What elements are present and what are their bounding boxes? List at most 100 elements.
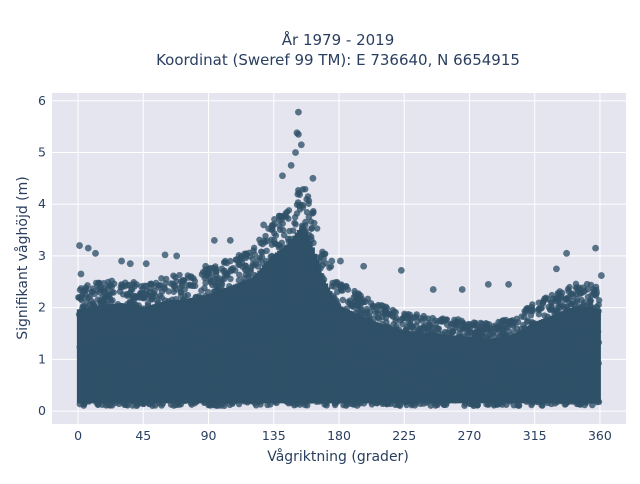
- data-point-cluster: [576, 305, 579, 404]
- data-point: [577, 303, 585, 310]
- data-point: [565, 349, 573, 357]
- data-point-outlier: [563, 249, 570, 257]
- data-point-cluster: [512, 334, 516, 404]
- data-point: [343, 327, 351, 334]
- data-point: [279, 306, 287, 314]
- data-point: [265, 225, 272, 232]
- data-point: [392, 343, 399, 351]
- data-point: [440, 336, 448, 344]
- data-point: [555, 362, 563, 369]
- data-point-cluster: [431, 333, 434, 404]
- data-point: [562, 295, 569, 302]
- data-point-outlier: [210, 236, 218, 244]
- data-point: [257, 321, 265, 329]
- data-point-outlier: [295, 130, 302, 138]
- data-point: [270, 326, 278, 333]
- data-point: [474, 342, 481, 349]
- data-point-cluster: [213, 292, 216, 404]
- data-point: [182, 342, 189, 349]
- data-point: [555, 303, 562, 310]
- data-point-cluster: [479, 337, 483, 404]
- data-point: [165, 395, 172, 402]
- data-point: [207, 308, 215, 316]
- data-point: [371, 334, 378, 341]
- data-point: [318, 336, 325, 344]
- data-point: [416, 344, 424, 351]
- data-point: [214, 366, 222, 373]
- data-point: [444, 366, 451, 373]
- data-point-cluster: [230, 285, 234, 404]
- data-point: [222, 342, 230, 349]
- data-point: [151, 350, 159, 357]
- data-point: [529, 321, 536, 328]
- data-point: [288, 399, 296, 406]
- data-point: [457, 375, 465, 382]
- data-point-cluster: [376, 322, 379, 404]
- data-point: [365, 345, 372, 352]
- data-point: [496, 338, 503, 346]
- data-point: [317, 254, 324, 261]
- data-point: [303, 397, 310, 404]
- data-point: [197, 294, 204, 301]
- x-tick-label: 180: [327, 428, 351, 443]
- data-point-cluster: [171, 300, 175, 404]
- data-point: [125, 353, 132, 361]
- data-point: [459, 320, 467, 327]
- data-point-cluster: [424, 332, 428, 404]
- data-point: [220, 316, 228, 323]
- data-point: [303, 287, 311, 294]
- data-point: [264, 237, 271, 245]
- data-point: [367, 366, 375, 374]
- data-point: [431, 336, 438, 343]
- data-point: [150, 372, 158, 379]
- data-point: [404, 363, 411, 371]
- data-point-cluster: [439, 334, 443, 404]
- data-point: [473, 401, 481, 408]
- data-point-cluster: [189, 298, 192, 404]
- data-point: [295, 313, 303, 320]
- data-point: [495, 318, 502, 326]
- data-point: [565, 288, 572, 295]
- data-point-cluster: [450, 335, 454, 404]
- data-point: [305, 277, 312, 285]
- data-point: [102, 345, 110, 352]
- data-point-cluster: [481, 338, 485, 404]
- data-point: [504, 357, 511, 365]
- data-point-cluster: [580, 305, 584, 404]
- data-point: [281, 326, 289, 334]
- data-point: [112, 322, 119, 330]
- data-point: [358, 362, 365, 370]
- data-point: [318, 295, 326, 303]
- data-point-cluster: [470, 337, 474, 404]
- data-point: [140, 289, 147, 297]
- data-point-cluster: [358, 315, 362, 404]
- data-point: [382, 310, 389, 317]
- data-point: [335, 330, 343, 337]
- data-point-cluster: [263, 263, 267, 404]
- data-point-cluster: [184, 298, 188, 404]
- data-point: [223, 305, 230, 313]
- data-point: [240, 309, 248, 316]
- data-point: [138, 343, 146, 350]
- data-point: [78, 337, 85, 345]
- y-tick-label: 5: [38, 144, 46, 159]
- data-point-cluster: [549, 315, 553, 404]
- data-point: [461, 396, 468, 404]
- data-point-cluster: [305, 231, 309, 404]
- data-point-cluster: [343, 307, 346, 404]
- data-point: [108, 402, 116, 409]
- data-point-outlier: [279, 172, 286, 180]
- data-point: [216, 320, 224, 328]
- data-point: [174, 330, 182, 337]
- data-point-cluster: [552, 314, 555, 404]
- data-point: [388, 353, 395, 360]
- data-point: [576, 323, 584, 330]
- data-point: [188, 401, 195, 408]
- data-point-outlier: [484, 280, 492, 288]
- data-point: [231, 267, 239, 274]
- data-point: [97, 397, 105, 405]
- data-point-cluster: [578, 305, 582, 404]
- data-point: [391, 394, 399, 402]
- data-point-cluster: [472, 337, 476, 404]
- data-point: [288, 302, 296, 309]
